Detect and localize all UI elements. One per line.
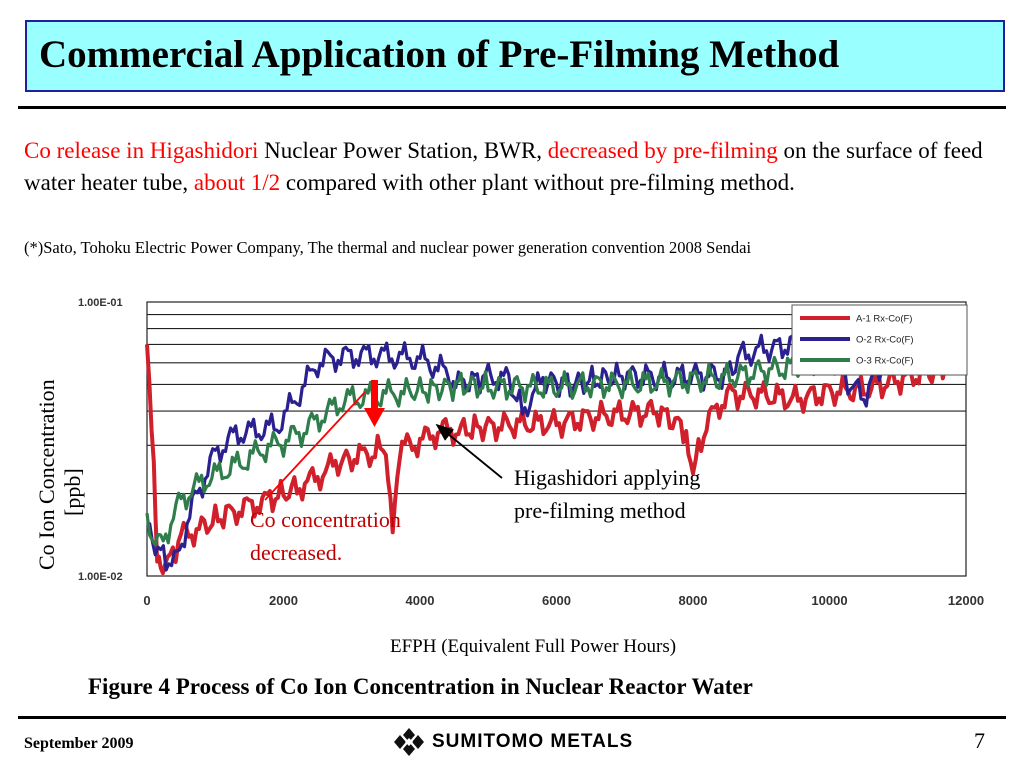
sumitomo-diamond-icon [394,728,424,756]
y-axis-label: Co Ion Concentration [34,379,59,570]
x-tick-label: 6000 [542,593,571,608]
legend-label: A-1 Rx-Co(F) [856,314,912,325]
title-banner: Commercial Application of Pre-Filming Me… [25,20,1005,92]
y-tick-label-bottom: 1.00E-02 [78,571,123,583]
header-divider [18,106,1006,109]
series-line [145,344,948,576]
y-tick-label-top: 1.00E-01 [78,297,123,309]
decrease-pointer-line [264,391,366,501]
decrease-arrow-icon [364,380,385,427]
intro-text-2: on the surface of feed water heater tube… [24,138,983,195]
legend-label: O-2 Rx-Co(F) [856,335,914,346]
figure-caption: Figure 4 Process of Co Ion Concentration… [88,674,753,699]
x-axis-label: EFPH (Equivalent Full Power Hours) [390,636,677,657]
footer-date: September 2009 [24,735,134,752]
intro-highlight-2: decreased by pre-filming [547,138,778,163]
page-title: Commercial Application of Pre-Filming Me… [39,33,840,76]
x-tick-label: 12000 [948,593,984,608]
decrease-annotation-line1: Co concentration [250,507,401,532]
x-tick-label: 8000 [679,593,708,608]
decrease-annotation-line2: decreased. [250,540,342,565]
higashidori-pointer-arrow [435,423,503,479]
x-tick-label: 0 [143,593,150,608]
x-tick-label: 10000 [811,593,847,608]
intro-paragraph: Co release in Higashidori Nuclear Power … [24,135,999,199]
x-tick-label: 2000 [269,593,298,608]
higashidori-annotation-line1: Higashidori applying [514,465,700,490]
legend-label: O-3 Rx-Co(F) [856,356,914,367]
higashidori-annotation-line2: pre-filming method [514,498,686,523]
footer-divider [18,716,1006,719]
y-axis-unit: [ppb] [60,468,85,516]
intro-highlight-1: Co release in Higashidori [24,138,259,163]
intro-text-3: compared with other plant without pre-fi… [280,170,795,195]
reference-note: (*)Sato, Tohoku Electric Power Company, … [24,238,752,257]
page-number: 7 [974,728,985,753]
company-logo: SUMITOMO METALS [392,726,633,758]
logo-text: SUMITOMO METALS [432,731,634,752]
intro-highlight-3: about 1/2 [193,170,281,195]
plot-area-border [146,301,967,577]
intro-text-1: Nuclear Power Station, BWR, [258,138,548,163]
x-tick-label: 4000 [406,593,435,608]
